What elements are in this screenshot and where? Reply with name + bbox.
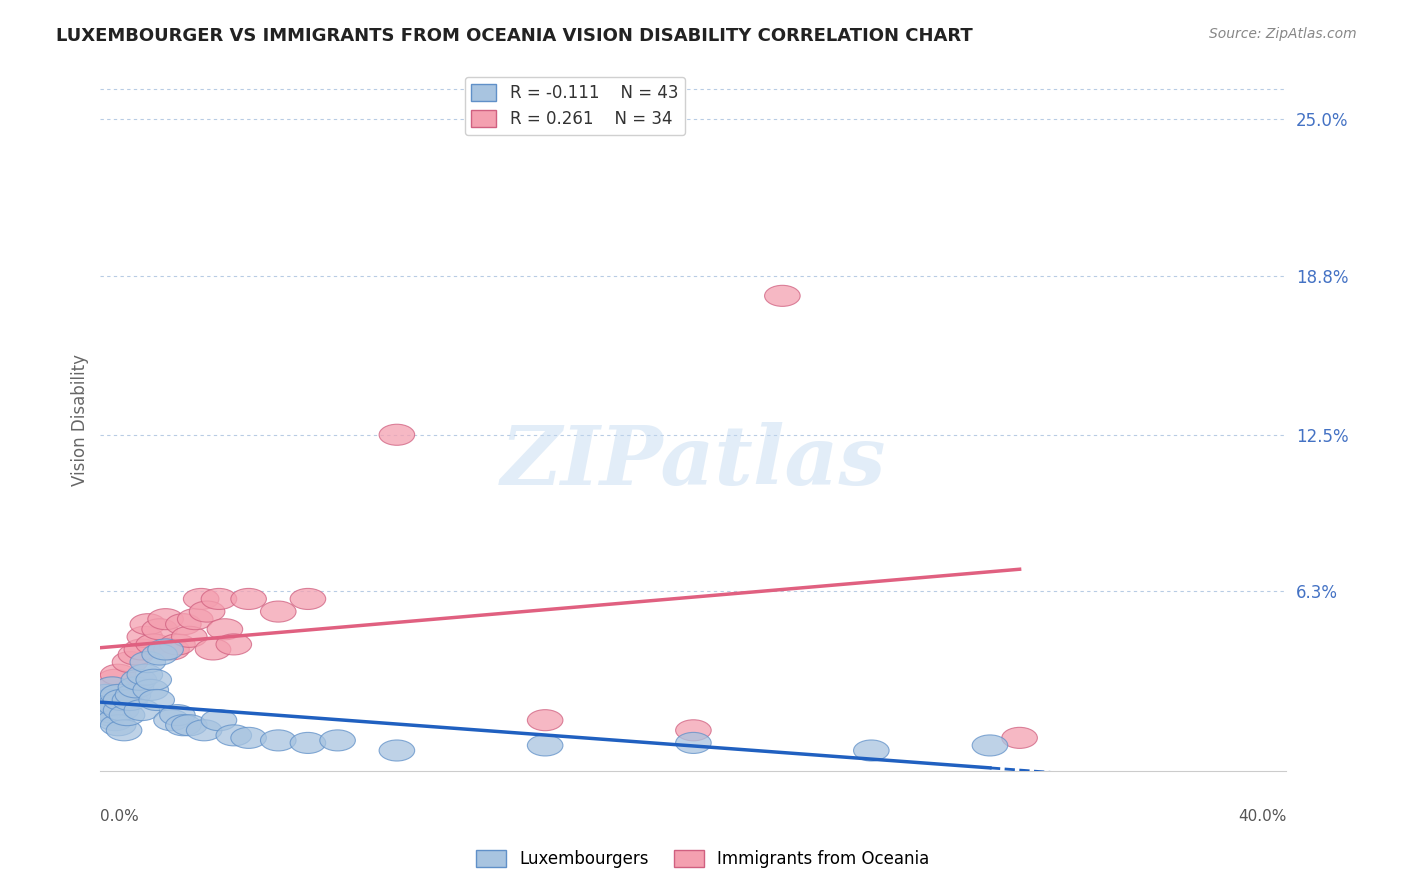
Ellipse shape: [91, 690, 127, 711]
Ellipse shape: [260, 730, 297, 751]
Ellipse shape: [201, 589, 236, 609]
Text: LUXEMBOURGER VS IMMIGRANTS FROM OCEANIA VISION DISABILITY CORRELATION CHART: LUXEMBOURGER VS IMMIGRANTS FROM OCEANIA …: [56, 27, 973, 45]
Ellipse shape: [89, 699, 124, 721]
Ellipse shape: [94, 702, 129, 723]
Ellipse shape: [527, 710, 562, 731]
Ellipse shape: [201, 710, 236, 731]
Ellipse shape: [142, 644, 177, 665]
Ellipse shape: [231, 727, 266, 748]
Ellipse shape: [124, 699, 160, 721]
Ellipse shape: [129, 651, 166, 673]
Legend: Luxembourgers, Immigrants from Oceania: Luxembourgers, Immigrants from Oceania: [470, 843, 936, 875]
Ellipse shape: [97, 695, 134, 715]
Ellipse shape: [94, 677, 129, 698]
Ellipse shape: [972, 735, 1008, 756]
Ellipse shape: [217, 725, 252, 746]
Ellipse shape: [112, 690, 148, 711]
Ellipse shape: [100, 714, 136, 736]
Ellipse shape: [136, 634, 172, 655]
Ellipse shape: [1002, 727, 1038, 748]
Ellipse shape: [124, 639, 160, 660]
Ellipse shape: [121, 669, 156, 690]
Ellipse shape: [118, 677, 153, 698]
Ellipse shape: [134, 680, 169, 700]
Ellipse shape: [183, 589, 219, 609]
Ellipse shape: [136, 669, 172, 690]
Ellipse shape: [100, 684, 136, 706]
Ellipse shape: [290, 589, 326, 609]
Ellipse shape: [115, 684, 150, 706]
Ellipse shape: [190, 601, 225, 622]
Ellipse shape: [166, 714, 201, 736]
Ellipse shape: [187, 720, 222, 741]
Ellipse shape: [195, 639, 231, 660]
Ellipse shape: [177, 608, 214, 630]
Ellipse shape: [148, 639, 183, 660]
Ellipse shape: [91, 705, 127, 726]
Ellipse shape: [527, 735, 562, 756]
Text: ZIPatlas: ZIPatlas: [501, 422, 886, 501]
Ellipse shape: [148, 608, 183, 630]
Ellipse shape: [380, 425, 415, 445]
Ellipse shape: [319, 730, 356, 751]
Ellipse shape: [97, 710, 134, 731]
Ellipse shape: [142, 619, 177, 640]
Ellipse shape: [207, 619, 243, 640]
Ellipse shape: [107, 684, 142, 706]
Ellipse shape: [676, 720, 711, 741]
Ellipse shape: [94, 677, 129, 698]
Ellipse shape: [217, 634, 252, 655]
Ellipse shape: [97, 669, 134, 690]
Ellipse shape: [107, 720, 142, 741]
Ellipse shape: [129, 614, 166, 635]
Ellipse shape: [290, 732, 326, 754]
Ellipse shape: [139, 690, 174, 711]
Legend: R = -0.111    N = 43, R = 0.261    N = 34: R = -0.111 N = 43, R = 0.261 N = 34: [465, 77, 685, 135]
Ellipse shape: [853, 740, 889, 761]
Ellipse shape: [765, 285, 800, 306]
Ellipse shape: [89, 684, 124, 706]
Ellipse shape: [231, 589, 266, 609]
Ellipse shape: [89, 684, 124, 706]
Ellipse shape: [153, 710, 190, 731]
Text: 0.0%: 0.0%: [100, 809, 139, 824]
Ellipse shape: [100, 665, 136, 685]
Ellipse shape: [160, 634, 195, 655]
Ellipse shape: [86, 695, 121, 715]
Ellipse shape: [127, 665, 163, 685]
Y-axis label: Vision Disability: Vision Disability: [72, 353, 89, 485]
Ellipse shape: [127, 626, 163, 648]
Ellipse shape: [118, 644, 153, 665]
Ellipse shape: [172, 626, 207, 648]
Ellipse shape: [112, 651, 148, 673]
Ellipse shape: [160, 705, 195, 726]
Ellipse shape: [166, 614, 201, 635]
Ellipse shape: [380, 740, 415, 761]
Text: Source: ZipAtlas.com: Source: ZipAtlas.com: [1209, 27, 1357, 41]
Ellipse shape: [676, 732, 711, 754]
Ellipse shape: [103, 699, 139, 721]
Ellipse shape: [260, 601, 297, 622]
Ellipse shape: [103, 690, 139, 711]
Ellipse shape: [110, 705, 145, 726]
Ellipse shape: [91, 695, 127, 715]
Ellipse shape: [153, 639, 190, 660]
Ellipse shape: [86, 690, 121, 711]
Text: 40.0%: 40.0%: [1239, 809, 1286, 824]
Ellipse shape: [172, 714, 207, 736]
